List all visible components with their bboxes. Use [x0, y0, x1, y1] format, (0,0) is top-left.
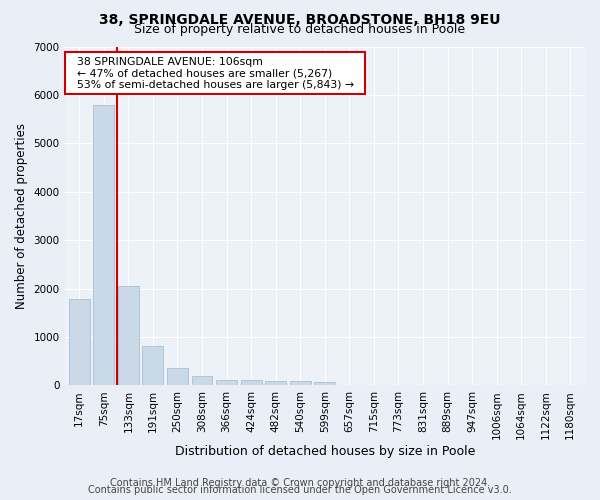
Text: Size of property relative to detached houses in Poole: Size of property relative to detached ho… [134, 22, 466, 36]
Bar [290, 382, 311, 386]
Bar [216, 380, 237, 386]
Bar [94, 104, 114, 386]
Bar [314, 382, 335, 386]
Bar [167, 368, 188, 386]
X-axis label: Distribution of detached houses by size in Poole: Distribution of detached houses by size … [175, 444, 475, 458]
Text: 38, SPRINGDALE AVENUE, BROADSTONE, BH18 9EU: 38, SPRINGDALE AVENUE, BROADSTONE, BH18 … [99, 12, 501, 26]
Y-axis label: Number of detached properties: Number of detached properties [15, 123, 28, 309]
Bar [142, 346, 163, 386]
Bar [241, 380, 262, 386]
Text: Contains public sector information licensed under the Open Government Licence v3: Contains public sector information licen… [88, 485, 512, 495]
Text: Contains HM Land Registry data © Crown copyright and database right 2024.: Contains HM Land Registry data © Crown c… [110, 478, 490, 488]
Bar [191, 376, 212, 386]
Bar [265, 380, 286, 386]
Bar [69, 299, 90, 386]
Bar [118, 286, 139, 386]
Text: 38 SPRINGDALE AVENUE: 106sqm  
  ← 47% of detached houses are smaller (5,267)  
: 38 SPRINGDALE AVENUE: 106sqm ← 47% of de… [70, 56, 361, 90]
